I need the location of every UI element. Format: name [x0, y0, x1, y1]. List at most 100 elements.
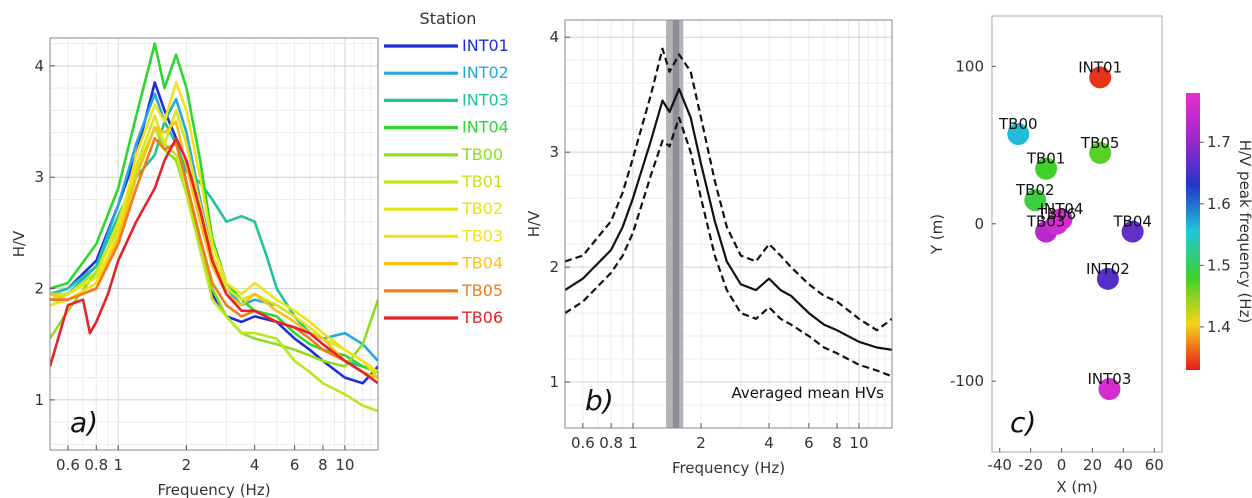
x-tick-label: 1: [628, 434, 638, 452]
station-label: TB01: [1026, 150, 1066, 168]
station-marker: [1035, 157, 1058, 180]
y-tick-label: 4: [34, 57, 44, 75]
y-tick-label: 4: [549, 28, 559, 46]
series-line-mean: [565, 87, 892, 351]
station-tb00: [1007, 123, 1030, 146]
x-axis-label: Frequency (Hz): [157, 481, 270, 498]
y-tick-label: 100: [955, 57, 984, 75]
station-tb04: [1121, 220, 1144, 243]
panel-a-hv-curves: 0.6 0.8 1 2 4 6 8 10 1 2 3 4 Frequency (Hz) H/V a) Stat…: [10, 9, 509, 498]
station-marker: [1007, 123, 1030, 146]
station-label: TB04: [1112, 213, 1152, 231]
plot-frame: [564, 19, 893, 429]
legend-item-tb04: TB04: [384, 254, 503, 273]
y-tick-label: 0: [974, 215, 984, 233]
x-tick-label: 20: [1083, 456, 1102, 474]
station-label: TB06: [1037, 205, 1077, 223]
station-marker: [1024, 189, 1047, 212]
legend-item-tb06: TB06: [384, 308, 503, 327]
x-tick-label: 10: [849, 434, 868, 452]
colorbar: [1186, 93, 1200, 370]
x-tick-label: 0.6: [571, 434, 595, 452]
panel-label: b): [585, 384, 614, 417]
station-int02: [1096, 267, 1119, 290]
station-label: TB02: [1015, 181, 1055, 199]
x-tick-label: 60: [1145, 456, 1164, 474]
x-tick-label: 6: [290, 456, 300, 474]
legend-label: INT03: [462, 90, 509, 109]
station-label: INT04: [1040, 200, 1084, 218]
x-tick-label: 0: [1057, 456, 1067, 474]
colorbar-label: H/V peak frequency (Hz): [1236, 140, 1252, 324]
colorbar-tick-label: 1.7: [1207, 133, 1231, 151]
station-marker: [1089, 141, 1112, 164]
series-line-tb05: [50, 136, 378, 385]
x-tick-label: 2: [696, 434, 706, 452]
series-line-mean-std: [565, 47, 892, 332]
station-label: INT02: [1086, 260, 1130, 278]
station-label: TB03: [1026, 213, 1066, 231]
legend-item-tb05: TB05: [384, 281, 503, 300]
legend-item-int04: INT04: [384, 118, 509, 137]
plot-frame: [49, 37, 379, 451]
legend-label: TB01: [461, 172, 503, 191]
station-marker: [1121, 220, 1144, 243]
series-line-int04: [50, 42, 378, 374]
panel-c-station-map: -40 -20 0 20 40 60 -100 0 100 X (m) Y (m) c) INT01 TB…: [928, 15, 1252, 496]
legend-item-tb02: TB02: [384, 199, 503, 218]
x-tick-label: 8: [318, 456, 328, 474]
y-tick-label: 2: [549, 258, 559, 276]
y-tick-label: 1: [34, 391, 44, 409]
grid: [564, 20, 893, 429]
legend-label: TB03: [461, 226, 503, 245]
station-label: INT03: [1088, 370, 1132, 388]
series-line-mean-std: [565, 116, 892, 378]
legend-label: TB06: [461, 308, 503, 327]
legend-item-tb01: TB01: [384, 172, 503, 191]
panel-b-averaged-hv: 0.6 0.8 1 2 4 6 8 10 1 2 3 4 Frequency (Hz) H/V b) Aver…: [525, 19, 893, 477]
x-axis-label: X (m): [1056, 478, 1097, 496]
station-tb01: [1035, 157, 1058, 180]
x-tick-label: -40: [987, 456, 1012, 474]
y-tick-label: 1: [549, 373, 559, 391]
station-int03: [1098, 378, 1121, 401]
y-tick-label: 2: [34, 280, 44, 298]
y-axis-label: Y (m): [928, 214, 946, 255]
legend-label: TB05: [461, 281, 503, 300]
legend-label: INT02: [462, 63, 509, 82]
annotation-text: Averaged mean HVs: [731, 384, 884, 402]
colorbar-tick-label: 1.4: [1207, 318, 1231, 336]
legend-item-int03: INT03: [384, 90, 509, 109]
station-marker: [1098, 378, 1121, 401]
x-tick-label: 4: [250, 456, 260, 474]
station-label: TB00: [998, 115, 1038, 133]
x-tick-label: 8: [832, 434, 842, 452]
x-tick-label: 10: [335, 456, 354, 474]
station-tb05: [1089, 141, 1112, 164]
y-tick-label: 3: [34, 168, 44, 186]
legend-item-int01: INT01: [384, 36, 509, 55]
x-axis-label: Frequency (Hz): [672, 459, 785, 477]
series-line-tb04: [50, 120, 378, 379]
series-line-int02: [50, 92, 378, 362]
series-lines: [565, 47, 892, 378]
series-line-tb03: [50, 81, 378, 374]
x-tick-label: 2: [182, 456, 192, 474]
x-tick-label: 4: [764, 434, 774, 452]
legend-label: INT01: [462, 36, 509, 55]
x-tick-label: 0.6: [56, 456, 80, 474]
legend-label: INT04: [462, 118, 509, 137]
station-label: INT01: [1078, 58, 1122, 76]
station-marker: [1096, 267, 1119, 290]
colorbar-tick-label: 1.5: [1207, 256, 1231, 274]
station-int04: [1050, 208, 1073, 231]
station-tb02: [1024, 189, 1047, 212]
station-int01: [1089, 66, 1112, 89]
legend-label: TB04: [461, 254, 503, 273]
x-tick-label: 1: [113, 456, 123, 474]
panel-label: c): [1010, 406, 1036, 439]
series-line-tb06: [50, 136, 378, 385]
legend-item-tb00: TB00: [384, 145, 503, 164]
